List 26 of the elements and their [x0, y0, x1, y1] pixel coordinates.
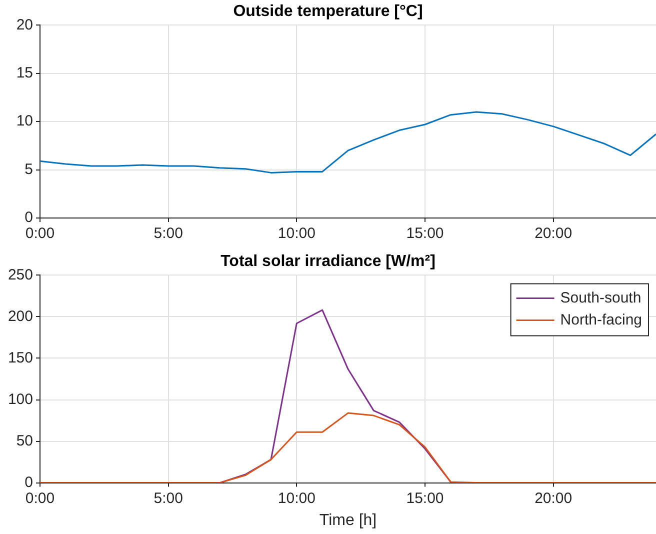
- x-tick-label: 20:00: [534, 490, 572, 507]
- x-axis-title: Time [h]: [319, 512, 377, 529]
- x-tick-label: 20:00: [534, 225, 572, 242]
- x-tick-label: 10:00: [278, 225, 316, 242]
- y-tick-label: 250: [8, 266, 33, 284]
- x-tick-label: 5:00: [154, 490, 183, 507]
- y-tick-label: 0: [24, 474, 33, 491]
- y-tick-label: 0: [24, 209, 33, 226]
- y-tick-label: 200: [8, 308, 33, 325]
- x-tick-label: 15:00: [406, 225, 444, 242]
- y-tick-label: 5: [24, 160, 33, 178]
- chart-title: Outside temperature [°C]: [233, 3, 423, 20]
- legend-label: North-facing: [560, 311, 642, 328]
- x-tick-label: 10:00: [278, 490, 316, 507]
- y-tick-label: 150: [8, 349, 33, 366]
- y-tick-label: 10: [16, 112, 33, 130]
- legend-label: South-south: [560, 289, 642, 306]
- x-tick-label: 5:00: [154, 225, 183, 242]
- y-tick-label: 15: [16, 64, 33, 82]
- x-tick-label: 0:00: [25, 490, 55, 507]
- x-tick-label: 15:00: [406, 490, 444, 507]
- chart-title: Total solar irradiance [W/m²]: [220, 253, 436, 270]
- x-tick-label: 0:00: [25, 225, 55, 242]
- y-tick-label: 50: [16, 432, 33, 450]
- y-tick-label: 20: [16, 16, 33, 34]
- y-tick-label: 100: [8, 390, 33, 408]
